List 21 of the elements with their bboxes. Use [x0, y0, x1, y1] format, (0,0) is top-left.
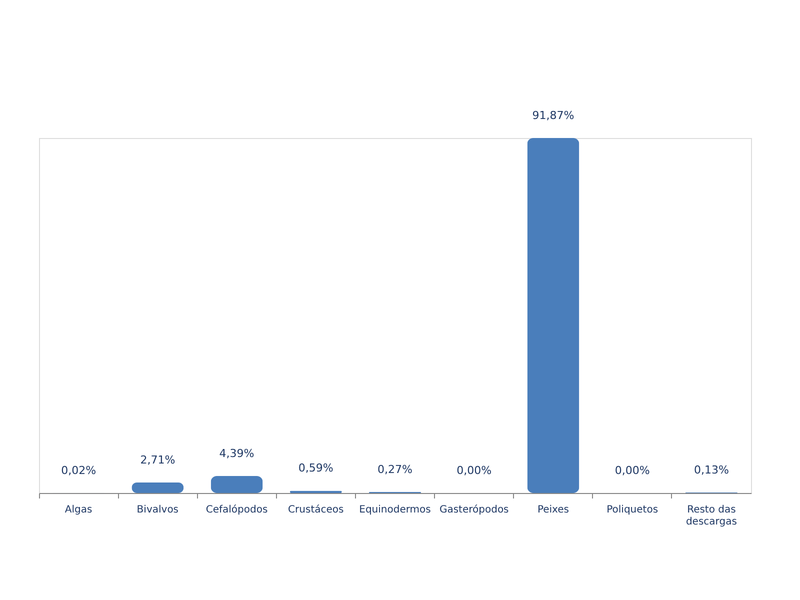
data-label: 0,02% — [61, 464, 96, 477]
bar — [527, 138, 580, 493]
x-tick-label: Peixes — [537, 504, 570, 516]
bar — [132, 482, 184, 493]
x-tick-label: Poliquetos — [606, 504, 658, 516]
x-tick-label: Resto das descargas — [686, 504, 737, 528]
x-tick-label: Bivalvos — [136, 504, 179, 516]
x-tick-label: Cefalópodos — [206, 504, 268, 516]
x-tick-label: Crustáceos — [288, 504, 344, 516]
data-label: 2,71% — [140, 454, 176, 467]
data-label: 91,87% — [532, 109, 574, 122]
data-label: 4,39% — [219, 447, 254, 460]
data-label: 0,00% — [456, 464, 492, 477]
x-tick-label: Algas — [64, 504, 92, 516]
data-label: 0,00% — [614, 464, 650, 477]
data-label: 0,27% — [378, 462, 412, 476]
data-label: 0,13% — [694, 464, 729, 476]
data-label: 0,59% — [298, 462, 334, 475]
x-tick-label: Equinodermos — [359, 504, 431, 516]
bar — [210, 476, 263, 493]
x-tick-label: Gasterópodos — [439, 504, 509, 516]
